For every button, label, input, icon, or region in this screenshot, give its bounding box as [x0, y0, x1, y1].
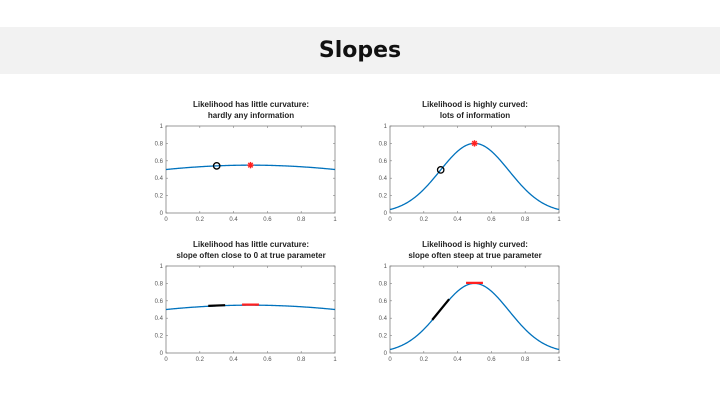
plot-area: 0 0.2 0.4 0.6 0.8 1 0 0.2 0.4 0.6 0.8 1 [155, 264, 338, 363]
axes-frame [389, 265, 560, 354]
plot-area: 0 0.2 0.4 0.6 0.8 1 0 0.2 0.4 0.6 0.8 1 [379, 124, 562, 223]
y-tick-label: 0.8 [155, 141, 164, 147]
x-tick-label: 0.6 [487, 357, 496, 363]
plot-area: 0 0.2 0.4 0.6 0.8 1 0 0.2 0.4 0.6 0.8 1 [379, 264, 562, 363]
y-tick-label: 1 [384, 264, 388, 270]
y-tick-label: 0.6 [155, 299, 164, 305]
axes-frame [389, 125, 560, 214]
estimate-slope [208, 304, 226, 307]
x-tick-label: 0 [164, 357, 168, 363]
x-tick-label: 0.4 [453, 357, 462, 363]
chart-title-line2: hardly any information [207, 111, 295, 120]
y-tick-label: 0.8 [155, 281, 164, 287]
chart-top-right: Likelihood is highly curved: lots of inf… [364, 99, 586, 229]
y-tick-label: 0.8 [379, 141, 388, 147]
true-parameter-asterisk-marker [247, 161, 254, 169]
x-tick-label: 0.2 [420, 357, 429, 363]
y-tick-label: 0.8 [379, 281, 388, 287]
x-tick-label: 0 [388, 217, 392, 223]
y-tick-label: 0 [160, 211, 164, 217]
y-tick-label: 0 [384, 351, 388, 357]
x-tick-label: 0.8 [297, 357, 306, 363]
chart-title-line1: Likelihood has little curvature: [192, 240, 310, 249]
y-tick-label: 0.6 [379, 299, 388, 305]
axes-frame [165, 265, 336, 354]
y-tick-label: 0.2 [155, 194, 164, 200]
chart-bottom-right: Likelihood is highly curved: slope often… [364, 239, 586, 369]
y-tick-label: 1 [160, 124, 164, 130]
y-tick-label: 0.2 [379, 334, 388, 340]
x-tick-label: 0.6 [487, 217, 496, 223]
x-tick-label: 0.4 [229, 357, 238, 363]
y-tick-label: 0.2 [155, 334, 164, 340]
estimate-circle-marker [436, 166, 445, 174]
chart-title-line2: slope often steep at true parameter [408, 251, 542, 260]
plot-area: 0 0.2 0.4 0.6 0.8 1 0 0.2 0.4 0.6 0.8 1 [155, 124, 338, 223]
estimate-circle-marker [212, 162, 221, 170]
true-parameter-asterisk-marker [471, 140, 478, 147]
y-tick-label: 0.4 [155, 316, 164, 322]
x-tick-label: 0.8 [297, 217, 306, 223]
y-tick-label: 0 [384, 211, 388, 217]
y-tick-label: 0.2 [379, 194, 388, 200]
x-tick-label: 0.4 [453, 217, 462, 223]
chart-bottom-left: Likelihood has little curvature: slope o… [140, 239, 362, 369]
chart-title-line2: slope often close to 0 at true parameter [176, 251, 326, 260]
x-tick-label: 1 [333, 357, 337, 363]
chart-title-line1: Likelihood is highly curved: [422, 100, 528, 109]
x-tick-label: 0.6 [263, 217, 272, 223]
y-tick-label: 0.6 [379, 159, 388, 165]
x-tick-label: 0.6 [263, 357, 272, 363]
x-tick-label: 1 [333, 217, 337, 223]
axes-frame [165, 125, 336, 214]
y-tick-label: 1 [160, 264, 164, 270]
y-tick-label: 0.4 [155, 176, 164, 182]
x-tick-label: 0.2 [196, 357, 205, 363]
x-tick-label: 0.8 [521, 357, 530, 363]
x-tick-label: 0.4 [229, 217, 238, 223]
x-tick-label: 0.2 [420, 217, 429, 223]
y-tick-label: 0 [160, 351, 164, 357]
slide-title: Slopes [318, 38, 402, 63]
y-tick-label: 0.4 [379, 176, 388, 182]
x-tick-label: 1 [557, 357, 561, 363]
y-tick-label: 0.4 [379, 316, 388, 322]
y-tick-label: 1 [384, 124, 388, 130]
chart-title-line1: Likelihood is highly curved: [422, 240, 528, 249]
x-tick-label: 0 [388, 357, 392, 363]
x-tick-label: 0 [164, 217, 168, 223]
x-tick-label: 0.8 [521, 217, 530, 223]
chart-title-line2: lots of information [439, 111, 511, 120]
estimate-slope [431, 298, 451, 321]
y-tick-label: 0.6 [155, 159, 164, 165]
chart-title-line1: Likelihood has little curvature: [192, 100, 310, 109]
chart-top-left: Likelihood has little curvature: hardly … [140, 99, 362, 229]
title-band [0, 27, 720, 74]
x-tick-label: 0.2 [196, 217, 205, 223]
x-tick-label: 1 [557, 217, 561, 223]
